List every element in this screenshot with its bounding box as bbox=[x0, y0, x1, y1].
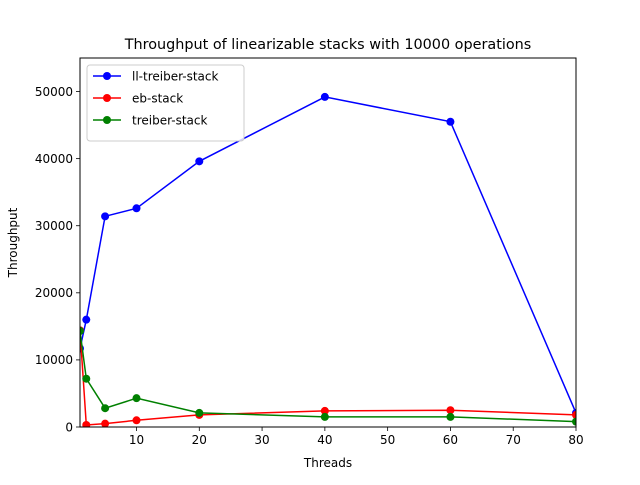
x-tick-label: 50 bbox=[380, 433, 395, 447]
y-tick-label: 50000 bbox=[35, 85, 73, 99]
data-point bbox=[320, 92, 329, 101]
data-point bbox=[195, 408, 204, 417]
x-tick-label: 80 bbox=[568, 433, 583, 447]
x-tick-label: 30 bbox=[254, 433, 269, 447]
data-point bbox=[446, 412, 455, 421]
data-point bbox=[446, 117, 455, 126]
plot-area bbox=[80, 92, 576, 427]
x-tick-label: 40 bbox=[317, 433, 332, 447]
legend-label: ll-treiber-stack bbox=[132, 69, 218, 83]
data-point bbox=[101, 419, 110, 427]
data-point bbox=[195, 157, 204, 166]
axes: 10 20 30 40 50 60 70 80 0 10000 20000 30000 40000 500… bbox=[35, 57, 584, 447]
y-tick-label: 30000 bbox=[35, 219, 73, 233]
data-point bbox=[320, 412, 329, 421]
legend-item: treiber-stack bbox=[93, 113, 207, 127]
data-point bbox=[320, 406, 329, 415]
series-line-treiber-stack bbox=[80, 331, 576, 423]
series-eb-stack bbox=[80, 326, 576, 427]
data-point bbox=[80, 327, 84, 336]
data-point bbox=[101, 404, 110, 413]
data-point bbox=[132, 416, 141, 425]
y-tick-label: 0 bbox=[65, 420, 73, 434]
legend-marker bbox=[103, 94, 111, 102]
x-tick-label: 10 bbox=[129, 433, 144, 447]
series-ll-treiber-stack bbox=[80, 92, 576, 417]
legend-box bbox=[86, 64, 245, 142]
data-point bbox=[132, 204, 141, 213]
legend-marker bbox=[103, 116, 111, 124]
legend-marker bbox=[103, 72, 111, 80]
data-point bbox=[572, 417, 576, 426]
series-treiber-stack bbox=[80, 327, 576, 426]
legend-label: treiber-stack bbox=[132, 113, 207, 127]
y-tick-label: 40000 bbox=[35, 152, 73, 166]
chart-title: Throughput of linearizable stacks with 1… bbox=[124, 37, 532, 53]
data-point bbox=[82, 374, 91, 383]
y-tick-label: 10000 bbox=[35, 353, 73, 367]
y-axis-label: Throughput bbox=[6, 207, 20, 278]
x-tick-label: 20 bbox=[192, 433, 207, 447]
x-tick-label: 60 bbox=[443, 433, 458, 447]
data-point bbox=[132, 394, 141, 403]
data-point bbox=[82, 315, 91, 324]
axes-frame bbox=[79, 57, 577, 428]
legend-item: ll-treiber-stack bbox=[93, 69, 218, 83]
data-point bbox=[101, 212, 110, 221]
series-line-ll-treiber-stack bbox=[80, 96, 576, 414]
legend-item: eb-stack bbox=[93, 91, 183, 105]
data-point bbox=[572, 410, 576, 419]
data-point bbox=[82, 420, 91, 427]
data-point bbox=[446, 406, 455, 415]
y-tick-label: 20000 bbox=[35, 286, 73, 300]
legend-label: eb-stack bbox=[132, 91, 183, 105]
x-axis-label: Threads bbox=[303, 456, 352, 470]
legend: ll-treiber-stack eb-stack treiber-stack bbox=[86, 64, 245, 142]
x-tick-label: 70 bbox=[506, 433, 521, 447]
